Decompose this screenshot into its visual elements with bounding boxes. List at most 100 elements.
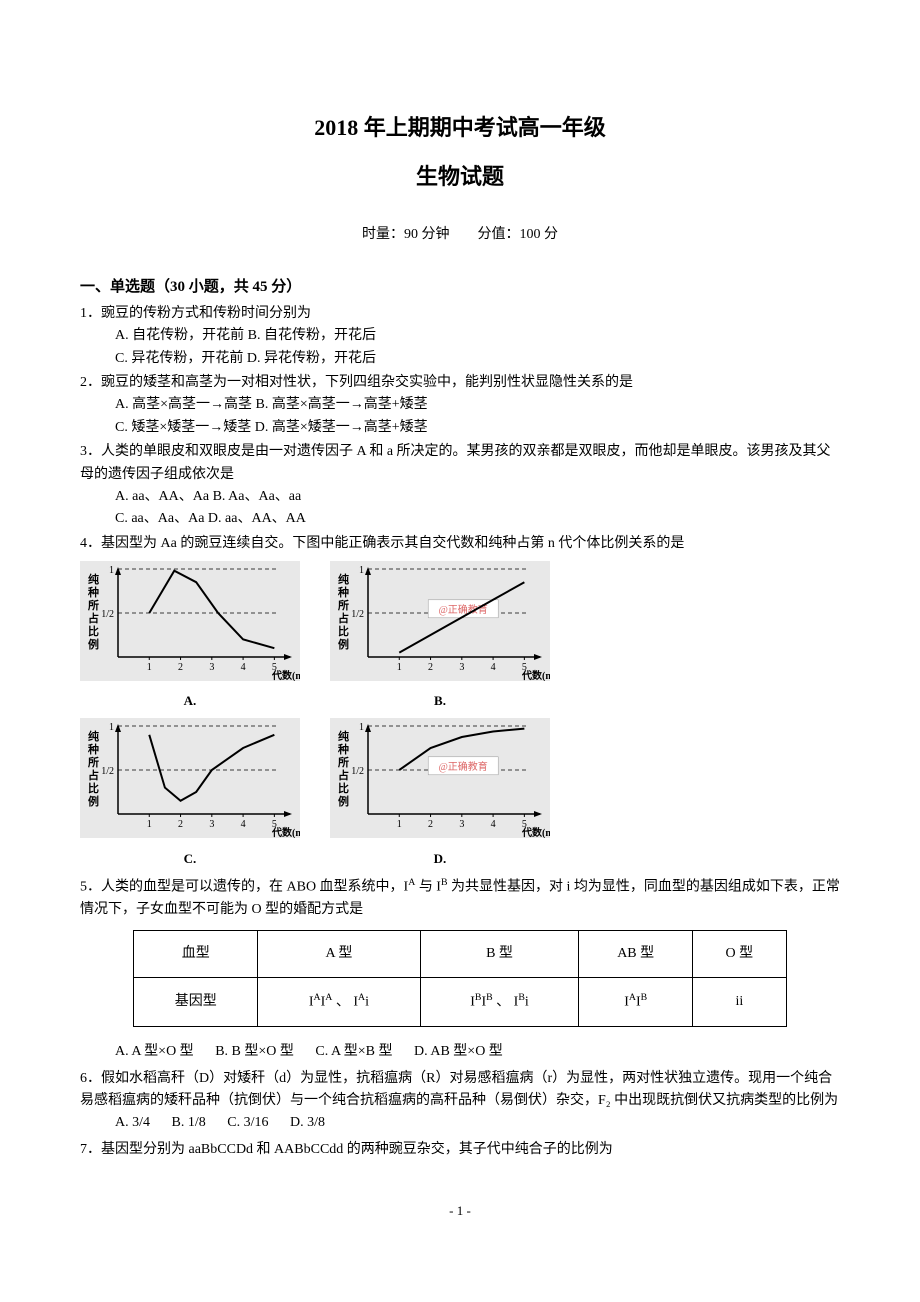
svg-text:纯: 纯 bbox=[338, 572, 349, 586]
question-6: 6．假如水稻高秆（D）对矮秆（d）为显性，抗稻瘟病（R）对易感稻瘟病（r）为显性… bbox=[80, 1068, 840, 1135]
chart-c-svg: 纯种所占比例1/2112345代数(n) bbox=[80, 718, 300, 838]
svg-text:4: 4 bbox=[491, 819, 496, 830]
svg-text:4: 4 bbox=[491, 662, 496, 673]
svg-text:@正确教育: @正确教育 bbox=[439, 603, 488, 616]
q2-opt-b: B. 高茎×高茎一→高茎+矮茎 bbox=[256, 397, 428, 412]
q4-chart-c: 纯种所占比例1/2112345代数(n) C. bbox=[80, 718, 300, 869]
q6-opt-c: C. 3/16 bbox=[227, 1112, 268, 1134]
q3-opts-row2: C. aa、Aa、Aa D. aa、AA、AA bbox=[80, 508, 840, 530]
svg-text:种: 种 bbox=[87, 742, 99, 756]
section-1-heading: 一、单选题（30 小题，共 45 分） bbox=[80, 275, 840, 299]
q5-opt-c: C. A 型×B 型 bbox=[315, 1041, 392, 1063]
q4-chart-row-1: 纯种所占比例1/2112345代数(n) A. 纯种所占比例1/2112345代… bbox=[80, 561, 840, 712]
svg-text:@正确教育: @正确教育 bbox=[439, 760, 488, 773]
svg-text:例: 例 bbox=[88, 794, 99, 808]
q5-col-4: O 型 bbox=[692, 930, 786, 977]
svg-text:1/2: 1/2 bbox=[101, 766, 114, 777]
question-2: 2．豌豆的矮茎和高茎为一对相对性状，下列四组杂交实验中，能判别性状显隐性关系的是… bbox=[80, 372, 840, 439]
q1-opts-row1: A. 自花传粉，开花前 B. 自花传粉，开花后 bbox=[80, 325, 840, 347]
q5-opt-a: A. A 型×O 型 bbox=[115, 1041, 194, 1063]
question-1: 1．豌豆的传粉方式和传粉时间分别为 A. 自花传粉，开花前 B. 自花传粉，开花… bbox=[80, 303, 840, 370]
table-row: 基因型 IAIA 、 IAi IBIB 、 IBi IAIB ii bbox=[134, 978, 787, 1027]
svg-text:3: 3 bbox=[209, 819, 214, 830]
q2-opt-c: C. 矮茎×矮茎一→矮茎 bbox=[115, 420, 251, 435]
q4-chart-d: 纯种所占比例1/2112345代数(n)@正确教育 D. bbox=[330, 718, 550, 869]
exam-title-line2: 生物试题 bbox=[80, 159, 840, 194]
svg-text:占: 占 bbox=[338, 768, 349, 782]
svg-text:代数(n): 代数(n) bbox=[521, 669, 550, 681]
q6-opt-b: B. 1/8 bbox=[172, 1112, 206, 1134]
q5-opt-b: B. B 型×O 型 bbox=[215, 1041, 294, 1063]
q5-col-3: AB 型 bbox=[579, 930, 692, 977]
q5-col-2: B 型 bbox=[420, 930, 579, 977]
chart-b-svg: 纯种所占比例1/2112345代数(n)@正确教育 bbox=[330, 561, 550, 681]
question-5: 5．人类的血型是可以遗传的，在 ABO 血型系统中，IA 与 IB 为共显性基因… bbox=[80, 875, 840, 1063]
page-number: - 1 - bbox=[80, 1201, 840, 1222]
svg-text:1: 1 bbox=[397, 819, 402, 830]
exam-meta: 时量：90 分钟 分值：100 分 bbox=[80, 224, 840, 246]
svg-text:2: 2 bbox=[178, 819, 183, 830]
q4-text: 4．基因型为 Aa 的豌豆连续自交。下图中能正确表示其自交代数和纯种占第 n 代… bbox=[80, 533, 840, 555]
q3-opt-b: B. Aa、Aa、aa bbox=[213, 489, 302, 504]
q2-opt-d: D. 高茎×矮茎一→高茎+矮茎 bbox=[255, 420, 428, 435]
chart-a-svg: 纯种所占比例1/2112345代数(n) bbox=[80, 561, 300, 681]
q3-opt-a: A. aa、AA、Aa bbox=[115, 489, 209, 504]
q5-col-0: 血型 bbox=[134, 930, 258, 977]
svg-text:2: 2 bbox=[428, 662, 433, 673]
svg-text:代数(n): 代数(n) bbox=[521, 826, 550, 838]
svg-text:占: 占 bbox=[338, 611, 349, 625]
svg-text:代数(n): 代数(n) bbox=[271, 826, 300, 838]
q5-text: 5．人类的血型是可以遗传的，在 ABO 血型系统中，IA 与 IB 为共显性基因… bbox=[80, 875, 840, 921]
svg-text:种: 种 bbox=[337, 742, 349, 756]
q3-opts-row1: A. aa、AA、Aa B. Aa、Aa、aa bbox=[80, 486, 840, 508]
svg-text:1: 1 bbox=[147, 662, 152, 673]
q5-blood-table: 血型 A 型 B 型 AB 型 O 型 基因型 IAIA 、 IAi IBIB … bbox=[133, 930, 787, 1027]
svg-text:所: 所 bbox=[88, 598, 99, 612]
svg-text:1: 1 bbox=[359, 722, 364, 733]
q1-opts-row2: C. 异花传粉，开花前 D. 异花传粉，开花后 bbox=[80, 348, 840, 370]
question-3: 3．人类的单眼皮和双眼皮是由一对遗传因子 A 和 a 所决定的。某男孩的双亲都是… bbox=[80, 441, 840, 531]
q4-chart-row-2: 纯种所占比例1/2112345代数(n) C. 纯种所占比例1/2112345代… bbox=[80, 718, 840, 869]
svg-text:1: 1 bbox=[397, 662, 402, 673]
chart-d-svg: 纯种所占比例1/2112345代数(n)@正确教育 bbox=[330, 718, 550, 838]
q3-text: 3．人类的单眼皮和双眼皮是由一对遗传因子 A 和 a 所决定的。某男孩的双亲都是… bbox=[80, 441, 840, 486]
svg-text:1/2: 1/2 bbox=[351, 766, 364, 777]
q6-text: 6．假如水稻高秆（D）对矮秆（d）为显性，抗稻瘟病（R）对易感稻瘟病（r）为显性… bbox=[80, 1068, 840, 1113]
q4-chart-a-label: A. bbox=[80, 691, 300, 712]
q4-chart-d-label: D. bbox=[330, 849, 550, 870]
q1-opt-a: A. 自花传粉，开花前 bbox=[115, 328, 244, 343]
q5-row-label: 基因型 bbox=[134, 978, 258, 1027]
svg-text:纯: 纯 bbox=[88, 729, 99, 743]
svg-text:3: 3 bbox=[459, 819, 464, 830]
q4-chart-b: 纯种所占比例1/2112345代数(n)@正确教育 B. bbox=[330, 561, 550, 712]
svg-text:例: 例 bbox=[88, 637, 99, 651]
q5-text-a: 5．人类的血型是可以遗传的，在 ABO 血型系统中，I bbox=[80, 880, 408, 895]
q5-col-1: A 型 bbox=[258, 930, 420, 977]
svg-text:所: 所 bbox=[88, 755, 99, 769]
question-7: 7．基因型分别为 aaBbCCDd 和 AABbCCdd 的两种豌豆杂交，其子代… bbox=[80, 1139, 840, 1161]
q5-cell-ab: IAIB bbox=[579, 978, 692, 1027]
svg-text:比: 比 bbox=[338, 781, 349, 795]
svg-text:纯: 纯 bbox=[88, 572, 99, 586]
q2-opts-row1: A. 高茎×高茎一→高茎 B. 高茎×高茎一→高茎+矮茎 bbox=[80, 394, 840, 416]
q1-opt-c: C. 异花传粉，开花前 bbox=[115, 351, 243, 366]
q3-opt-d: D. aa、AA、AA bbox=[208, 511, 306, 526]
svg-text:1: 1 bbox=[109, 565, 114, 576]
q5-cell-b: IBIB 、 IBi bbox=[420, 978, 579, 1027]
q2-text: 2．豌豆的矮茎和高茎为一对相对性状，下列四组杂交实验中，能判别性状显隐性关系的是 bbox=[80, 372, 840, 394]
svg-text:所: 所 bbox=[338, 598, 349, 612]
svg-text:比: 比 bbox=[338, 624, 349, 638]
svg-text:1: 1 bbox=[359, 565, 364, 576]
svg-text:4: 4 bbox=[241, 662, 246, 673]
q5-cell-a: IAIA 、 IAi bbox=[258, 978, 420, 1027]
svg-text:1: 1 bbox=[147, 819, 152, 830]
svg-text:1: 1 bbox=[109, 722, 114, 733]
q2-opt-a: A. 高茎×高茎一→高茎 bbox=[115, 397, 252, 412]
q2-opts-row2: C. 矮茎×矮茎一→矮茎 D. 高茎×矮茎一→高茎+矮茎 bbox=[80, 417, 840, 439]
svg-text:占: 占 bbox=[88, 768, 99, 782]
q1-opt-b: B. 自花传粉，开花后 bbox=[248, 328, 376, 343]
q3-opt-c: C. aa、Aa、Aa bbox=[115, 511, 204, 526]
svg-text:2: 2 bbox=[178, 662, 183, 673]
q1-text: 1．豌豆的传粉方式和传粉时间分别为 bbox=[80, 303, 840, 325]
svg-text:种: 种 bbox=[87, 585, 99, 599]
